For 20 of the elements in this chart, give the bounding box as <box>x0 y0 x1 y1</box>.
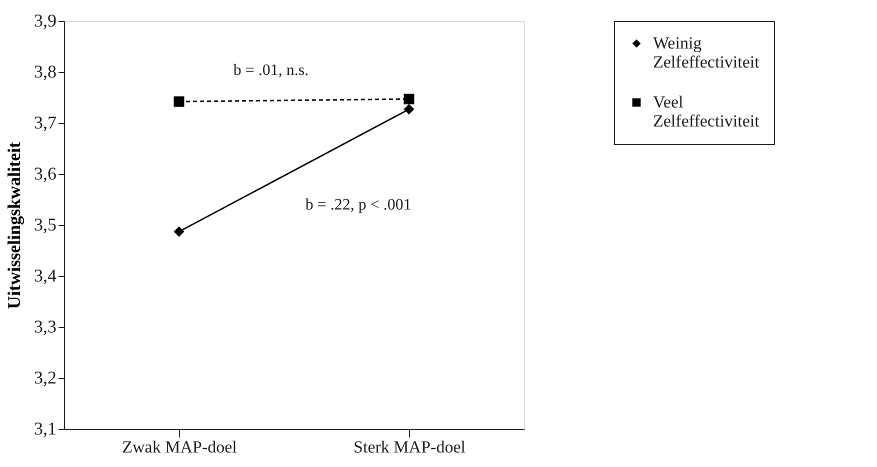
y-tick-label: 3,2 <box>34 368 56 388</box>
legend-label: Veel Zelfeffectiviteit <box>653 92 760 130</box>
x-tick-label: Zwak MAP-doel <box>122 438 238 456</box>
y-tick-label: 3,6 <box>34 164 56 184</box>
y-tick-label: 3,4 <box>34 266 56 286</box>
point <box>404 104 414 114</box>
y-tick-label: 3,1 <box>34 418 56 438</box>
legend-label: Weinig Zelfeffectiviteit <box>653 34 760 72</box>
y-tick-label: 3,3 <box>34 316 56 336</box>
annotation: b = .01, n.s. <box>233 62 309 79</box>
y-tick-label: 3,8 <box>34 62 56 82</box>
y-axis-title: Uitwisselingskwaliteit <box>4 142 24 310</box>
y-tick-label: 3,7 <box>34 112 56 132</box>
x-tick-label: Sterk MAP-doel <box>354 438 466 456</box>
point <box>174 226 184 237</box>
annotation: b = .22, p < .001 <box>305 196 412 214</box>
y-tick-label: 3,5 <box>34 214 56 234</box>
y-tick-label: 3,9 <box>34 10 56 30</box>
point <box>404 94 414 104</box>
point <box>174 96 184 107</box>
